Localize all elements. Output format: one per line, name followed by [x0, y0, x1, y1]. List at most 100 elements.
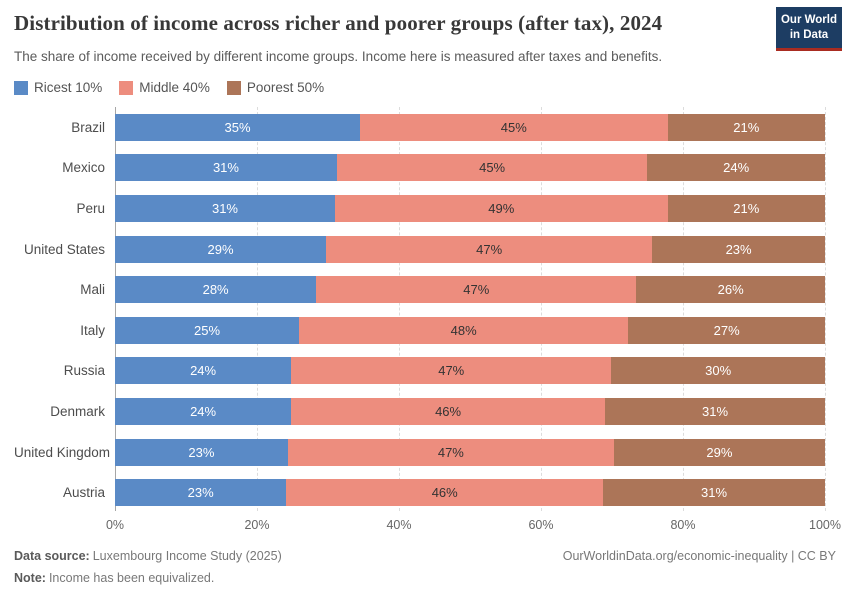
gridline [257, 107, 258, 511]
bar-segment: 48% [299, 316, 629, 344]
chart-row: United States 29% 47% 23% [14, 229, 826, 270]
bar-segment: 49% [334, 194, 668, 222]
x-axis-tick-label: 20% [244, 518, 270, 532]
bar-value-label: 46% [435, 403, 462, 419]
bar-segment: 47% [291, 357, 612, 385]
bar-value-label: 47% [437, 444, 464, 460]
chart-row: Austria 23% 46% 31% [14, 472, 825, 513]
bar-segment: 31% [115, 194, 335, 222]
legend-item: Middle 40% [119, 80, 210, 95]
gridline [683, 107, 684, 511]
bar-segment: 21% [667, 194, 825, 222]
bar-segment: 25% [115, 316, 300, 344]
bar-segment: 24% [115, 357, 292, 385]
legend-label: Middle 40% [139, 80, 210, 95]
bar-value-label: 25% [193, 322, 221, 338]
chart-row: Mexico 31% 45% 24% [14, 148, 825, 189]
chart-row: Russia 24% 47% 30% [14, 351, 825, 392]
bar-value-label: 29% [706, 444, 733, 460]
bar-value-label: 47% [438, 363, 465, 379]
bar-value-label: 47% [463, 282, 490, 298]
bar-segment: 31% [605, 397, 825, 425]
bar-segment: 23% [652, 235, 826, 263]
bar-value-label: 24% [190, 403, 217, 419]
note-text: Income has been equivalized. [48, 570, 215, 585]
bar-rows: Brazil 35% 45% 21% Mexico 31% 45% 24% Peru 31% 49%… [14, 107, 826, 513]
stacked-bar: 35% 45% 21% [115, 113, 826, 141]
category-label: Peru [76, 200, 105, 216]
page-subtitle: The share of income received by differen… [14, 49, 663, 64]
bar-segment: 31% [603, 479, 825, 507]
bar-segment: 46% [291, 397, 606, 425]
bar-segment: 24% [115, 397, 292, 425]
data-source-label: Data source: [14, 549, 90, 563]
rights-link: OurWorldinData.org/economic-inequality |… [562, 549, 836, 563]
bar-value-label: 28% [202, 282, 229, 298]
x-axis-tick-label: 60% [528, 518, 554, 532]
bar-value-label: 23% [188, 444, 215, 460]
bar-segment: 29% [115, 235, 327, 263]
bar-segment: 45% [336, 154, 648, 182]
bar-segment: 45% [360, 113, 668, 141]
stacked-bar: 29% 47% 23% [115, 235, 826, 263]
bar-segment: 30% [611, 357, 825, 385]
stacked-bar: 31% 49% 21% [115, 194, 825, 222]
bar-segment: 21% [667, 113, 826, 141]
stacked-bar: 24% 46% 31% [115, 397, 825, 425]
note: Note: Income has been equivalized. [14, 571, 214, 585]
legend: Ricest 10% Middle 40% Poorest 50% [14, 80, 324, 95]
bar-segment: 24% [647, 154, 825, 182]
page-title: Distribution of income across richer and… [14, 11, 663, 35]
bar-value-label: 31% [211, 200, 238, 216]
bar-value-label: 49% [488, 200, 515, 216]
bar-segment: 26% [636, 276, 826, 304]
bar-segment: 29% [613, 438, 826, 466]
bar-segment: 28% [115, 276, 317, 304]
x-axis-tick-label: 40% [386, 518, 412, 532]
bar-value-label: 21% [733, 119, 760, 135]
chart-row: Denmark 24% 46% 31% [14, 391, 825, 432]
data-source-text: Luxembourg Income Study (2025) [92, 549, 282, 563]
category-label: Russia [63, 363, 105, 379]
chart-row: Peru 31% 49% 21% [14, 188, 825, 229]
gridline [399, 107, 400, 511]
y-axis-line [115, 107, 116, 511]
bar-value-label: 24% [723, 160, 750, 176]
bar-value-label: 24% [190, 363, 217, 379]
bar-segment: 47% [287, 438, 614, 466]
bar-segment: 35% [115, 113, 361, 141]
bar-segment: 47% [316, 276, 637, 304]
legend-swatch-icon [14, 80, 28, 95]
category-label: United Kingdom [14, 444, 111, 460]
stacked-bar: 31% 45% 24% [115, 154, 825, 182]
bar-value-label: 31% [701, 485, 728, 501]
bar-value-label: 46% [431, 485, 458, 501]
chart-row: United Kingdom 23% 47% 29% [14, 432, 826, 473]
x-axis: 0% 20% 40% 60% 80% 100% [14, 518, 841, 536]
category-label: Italy [80, 322, 105, 338]
bar-segment: 46% [286, 479, 604, 507]
category-label: Austria [62, 485, 105, 501]
stacked-bar: 25% 48% 27% [115, 316, 825, 344]
bar-value-label: 27% [713, 322, 740, 338]
chart-footer: Data source: Luxembourg Income Study (202… [14, 546, 836, 590]
bar-segment: 27% [628, 316, 825, 344]
stacked-bar: 23% 46% 31% [115, 479, 825, 507]
owid-logo-line1: Our World [780, 14, 837, 26]
chart-row: Italy 25% 48% 27% [14, 310, 825, 351]
legend-label: Poorest 50% [246, 80, 325, 95]
stacked-bar-chart: Brazil 35% 45% 21% Mexico 31% 45% 24% Peru 31% 49%… [14, 107, 841, 537]
bar-value-label: 21% [733, 200, 760, 216]
legend-label: Ricest 10% [34, 80, 103, 95]
stacked-bar: 23% 47% 29% [115, 438, 826, 466]
category-label: Mali [80, 282, 105, 298]
bar-value-label: 45% [500, 119, 527, 135]
x-axis-tick-label: 0% [105, 518, 125, 532]
legend-item: Ricest 10% [14, 80, 102, 95]
bar-value-label: 45% [479, 160, 506, 176]
legend-swatch-icon [226, 80, 241, 95]
owid-logo-line2: in Data [789, 28, 829, 41]
bar-segment: 23% [115, 438, 288, 466]
bar-value-label: 23% [187, 485, 214, 501]
